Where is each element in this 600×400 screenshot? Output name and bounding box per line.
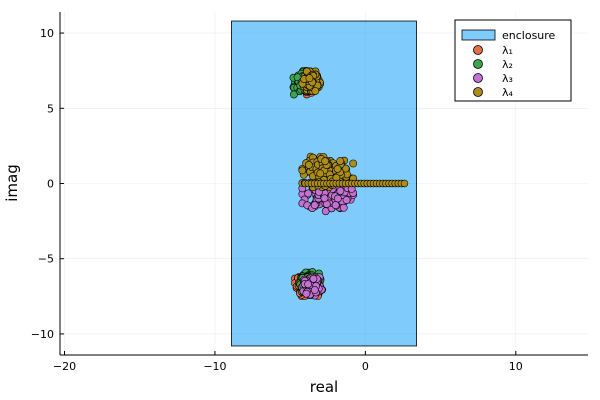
legend-label: λ₄	[502, 86, 514, 99]
data-point	[336, 187, 345, 195]
x-tick-label: −20	[53, 360, 76, 373]
data-point	[304, 280, 313, 289]
legend-label: λ₂	[502, 58, 513, 71]
data-point	[339, 203, 348, 212]
legend-marker	[473, 73, 483, 83]
x-axis-title: real	[310, 378, 338, 396]
data-point	[342, 196, 351, 204]
data-point	[310, 286, 319, 294]
plot-area	[231, 20, 417, 347]
data-point	[304, 189, 313, 198]
data-point	[349, 159, 358, 168]
legend-enclosure-label: enclosure	[502, 29, 556, 42]
data-point	[321, 157, 330, 166]
x-tick-label: 10	[509, 360, 523, 373]
data-point	[298, 166, 307, 175]
axes: −20 −10 0 10 −10 −5 0 5 10	[31, 12, 588, 373]
data-point	[302, 289, 311, 298]
legend-marker	[473, 45, 483, 55]
data-point	[310, 201, 319, 210]
data-point	[333, 194, 342, 203]
data-point	[309, 274, 318, 283]
x-tick-label: 0	[362, 360, 369, 373]
y-tick-label: 5	[47, 102, 54, 115]
data-point	[333, 165, 342, 173]
data-point	[311, 87, 320, 95]
series-4	[298, 67, 409, 192]
y-axis-title: imag	[3, 164, 21, 202]
data-point	[316, 169, 325, 178]
y-tick-label: −5	[38, 253, 54, 266]
legend-marker	[473, 87, 483, 97]
legend-label: λ₃	[502, 72, 513, 85]
data-point	[336, 157, 345, 165]
x-tick-label: −10	[203, 360, 226, 373]
data-point	[341, 164, 350, 173]
y-tick-label: −10	[31, 328, 54, 341]
data-point	[320, 194, 329, 203]
y-tick-label: 0	[47, 178, 54, 191]
data-point	[331, 201, 340, 209]
data-point	[400, 179, 409, 188]
legend-label: λ₁	[502, 44, 513, 57]
data-point	[304, 161, 313, 169]
y-tick-label: 10	[40, 27, 54, 40]
legend-enclosure-swatch	[461, 29, 496, 41]
data-point	[290, 90, 298, 99]
data-point	[305, 74, 314, 83]
legend-marker	[473, 59, 483, 69]
